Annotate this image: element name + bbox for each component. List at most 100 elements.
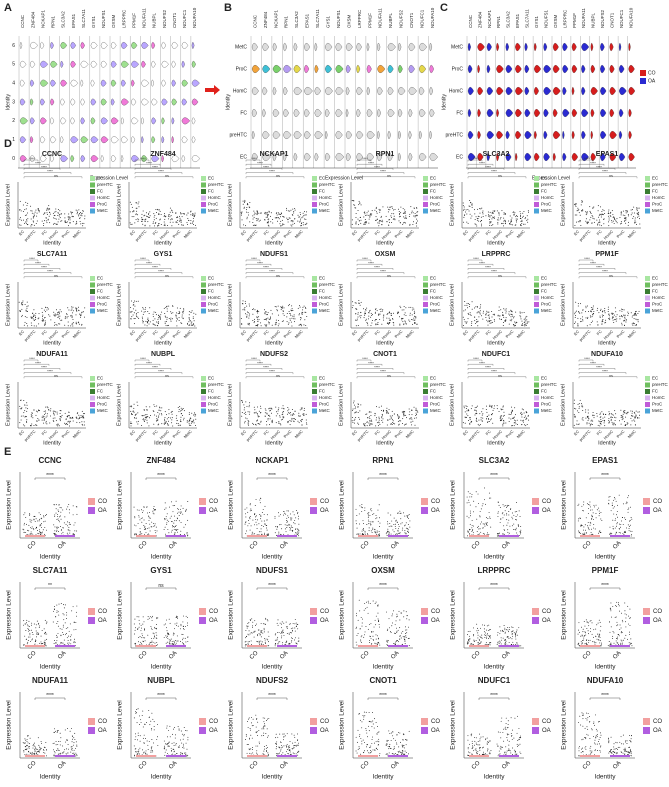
dot	[267, 414, 269, 416]
dot	[374, 318, 376, 320]
legend-swatch	[423, 389, 428, 394]
legend-label: MetC	[541, 308, 553, 313]
dot	[295, 528, 297, 530]
dot	[283, 224, 285, 226]
violin-base	[247, 535, 267, 537]
dot	[188, 311, 190, 313]
dot	[59, 515, 61, 517]
significance: ns	[387, 374, 391, 378]
group-label: ProC	[504, 329, 514, 339]
dot	[589, 219, 591, 221]
legend-swatch	[312, 408, 317, 414]
dot	[266, 424, 268, 426]
dot	[360, 317, 362, 319]
dot	[34, 521, 36, 523]
group-label: HomC	[492, 329, 504, 341]
plot-title: LRPPRC	[482, 251, 511, 258]
dot	[163, 214, 165, 216]
dot	[263, 319, 265, 321]
dot	[68, 420, 70, 422]
dot	[299, 212, 301, 214]
dot	[351, 200, 353, 202]
dot	[242, 203, 244, 205]
x-axis-title: Identity	[376, 440, 394, 446]
dot	[74, 530, 76, 532]
violin	[408, 153, 413, 161]
dot	[184, 533, 185, 535]
dot	[130, 410, 132, 412]
dot	[582, 417, 584, 419]
violin	[543, 43, 548, 51]
dot	[258, 316, 260, 318]
x-axis-title: Identity	[376, 240, 394, 246]
dot	[377, 535, 379, 537]
dot	[54, 218, 56, 220]
dot	[486, 411, 488, 413]
dot	[598, 420, 600, 422]
dot	[42, 319, 44, 321]
dot	[294, 410, 296, 412]
dot	[463, 206, 465, 208]
bracket	[245, 368, 283, 370]
group-label: FC	[151, 429, 158, 436]
dot	[55, 411, 57, 413]
legend-swatch	[312, 376, 317, 381]
dot	[22, 204, 24, 206]
dot	[135, 219, 137, 221]
dot	[504, 219, 506, 221]
dot	[479, 510, 481, 512]
dot	[593, 414, 595, 416]
dot	[503, 220, 505, 222]
dot	[368, 214, 370, 216]
x-axis-title: Identity	[43, 340, 61, 346]
dot	[603, 219, 605, 221]
dot	[370, 312, 372, 314]
dot	[192, 421, 194, 423]
dot	[413, 308, 415, 310]
dot	[266, 527, 268, 529]
dot	[84, 215, 86, 217]
dot	[75, 223, 77, 225]
dot	[469, 496, 471, 498]
dot	[574, 311, 576, 313]
legend-label: preHTC	[430, 282, 447, 287]
dot	[194, 214, 196, 216]
significance: ****	[47, 270, 53, 274]
dot	[381, 414, 383, 416]
dot	[141, 509, 142, 511]
dot	[404, 530, 406, 532]
dot	[411, 314, 413, 316]
dot	[382, 421, 384, 423]
dot	[53, 533, 55, 534]
dot	[171, 210, 173, 212]
dot	[67, 424, 69, 426]
violin	[356, 131, 364, 139]
dot	[141, 521, 143, 523]
dot	[526, 219, 528, 221]
dot	[249, 510, 251, 512]
dot	[143, 528, 145, 530]
dot	[57, 212, 59, 214]
dot	[514, 420, 516, 422]
group-label: EC	[462, 329, 470, 337]
dot	[256, 528, 258, 530]
dot	[469, 510, 471, 512]
group-label: preHTC	[245, 429, 259, 443]
dot	[523, 419, 525, 421]
dot	[378, 534, 380, 536]
group-label: EC	[351, 429, 359, 437]
dot	[144, 419, 146, 421]
dot	[601, 314, 603, 316]
dot	[490, 221, 492, 223]
dot	[268, 318, 270, 320]
dot	[377, 534, 379, 536]
dot	[503, 422, 505, 424]
dot	[154, 509, 156, 511]
dot	[66, 313, 68, 315]
dot	[247, 322, 249, 324]
dot	[52, 412, 54, 414]
bracket	[23, 359, 39, 362]
dot	[129, 311, 131, 313]
dot	[153, 508, 155, 510]
dot	[271, 421, 273, 423]
